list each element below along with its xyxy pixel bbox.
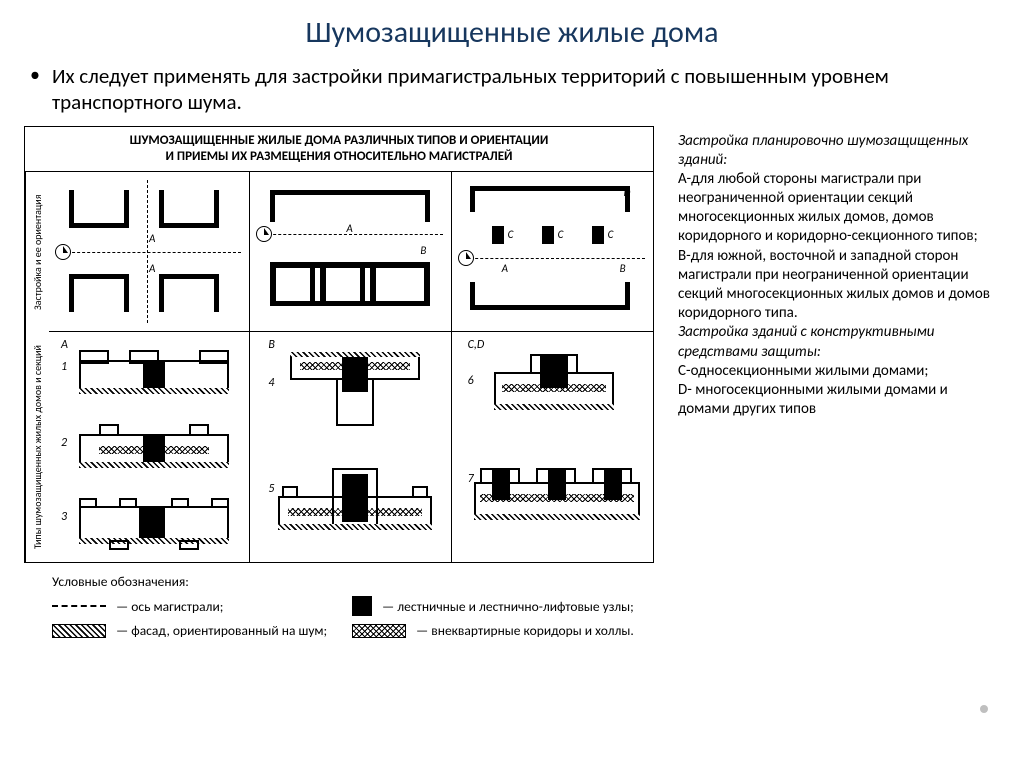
cell-2-3: C,D 6 7	[452, 332, 653, 562]
legend-corridor: — внеквартирные коридоры и холлы.	[352, 622, 692, 639]
n5: 5	[268, 482, 274, 496]
figure-heading-line2: И ПРИЕМЫ ИХ РАЗМЕЩЕНИЯ ОТНОСИТЕЛЬНО МАГИ…	[165, 149, 512, 164]
lbl-C2: C	[558, 228, 564, 241]
lbl-c13A: A	[502, 262, 508, 275]
lbl-C1: C	[508, 228, 514, 241]
side-h2: Застройка зданий с конструктивными средс…	[678, 323, 934, 360]
n3: 3	[61, 510, 67, 524]
lbl-A: A	[149, 232, 155, 245]
n1: 1	[61, 360, 67, 374]
legend: Условные обозначения: — ось магистрали; …	[24, 563, 684, 643]
side-text: Застройка планировочно шумозащищенных зд…	[664, 126, 994, 644]
side-h1: Застройка планировочно шумозащищенных зд…	[678, 132, 968, 169]
legend-facade-text: — фасад, ориентированный на шум;	[116, 622, 327, 639]
figure-heading-line1: ШУМОЗАЩИЩЕННЫЕ ЖИЛЫЕ ДОМА РАЗЛИЧНЫХ ТИПО…	[130, 133, 549, 148]
side-A: А-для любой стороны магистрали при неогр…	[678, 170, 978, 246]
legend-axis: — ось магистрали;	[52, 596, 352, 616]
bullet-paragraph: • Их следует применять для застройки при…	[0, 57, 1024, 126]
lbl-c13B: B	[620, 262, 626, 275]
cell-1-3: D C C C A B	[452, 172, 653, 332]
page-indicator-dot	[980, 705, 988, 713]
page-title: Шумозащищенные жилые дома	[0, 0, 1024, 57]
n4: 4	[268, 376, 274, 390]
lbl-CD: C,D	[468, 338, 485, 352]
bullet-text: Их следует применять для застройки прима…	[52, 63, 984, 116]
lbl-A21: A	[61, 338, 68, 352]
lbl-B22: B	[268, 338, 275, 352]
lbl-c12B: B	[420, 244, 426, 257]
figure-heading: ШУМОЗАЩИЩЕННЫЕ ЖИЛЫЕ ДОМА РАЗЛИЧНЫХ ТИПО…	[25, 127, 653, 173]
lbl-C3: C	[608, 228, 614, 241]
n6: 6	[468, 374, 474, 388]
legend-stair-text: — лестничные и лестнично-лифтовые узлы;	[382, 598, 634, 615]
cell-1-1: A A	[49, 172, 250, 332]
lbl-c12A: A	[346, 222, 352, 235]
cell-2-2: B 4 5	[250, 332, 451, 562]
side-B: В-для южной, восточной и западной сторон…	[678, 247, 990, 323]
legend-facade: — фасад, ориентированный на шум;	[52, 622, 352, 639]
legend-stair: — лестничные и лестнично-лифтовые узлы;	[352, 596, 692, 616]
lbl-D: D	[624, 186, 631, 199]
n2: 2	[61, 436, 67, 450]
swatch-hatch	[52, 624, 106, 638]
legend-corridor-text: — внеквартирные коридоры и холлы.	[416, 622, 634, 639]
lbl-A2: A	[149, 262, 155, 275]
bullet-marker: •	[30, 63, 40, 87]
side-D: D- многосекционными жилыми домами и дома…	[678, 381, 948, 418]
swatch-dash	[52, 599, 106, 613]
swatch-cross	[352, 624, 406, 638]
swatch-black	[352, 596, 372, 616]
row2-label: Типы шумозащищенных жилых домов и секций	[25, 332, 49, 562]
legend-title: Условные обозначения:	[52, 573, 680, 590]
legend-axis-text: — ось магистрали;	[116, 598, 223, 615]
cell-2-1: A 1 2 3	[49, 332, 250, 562]
cell-1-2: A B	[250, 172, 451, 332]
figure-table: ШУМОЗАЩИЩЕННЫЕ ЖИЛЫЕ ДОМА РАЗЛИЧНЫХ ТИПО…	[24, 126, 654, 564]
side-C: С-односекционными жилыми домами;	[678, 362, 928, 380]
row1-label: Застройка и ее ориентация	[25, 172, 49, 332]
